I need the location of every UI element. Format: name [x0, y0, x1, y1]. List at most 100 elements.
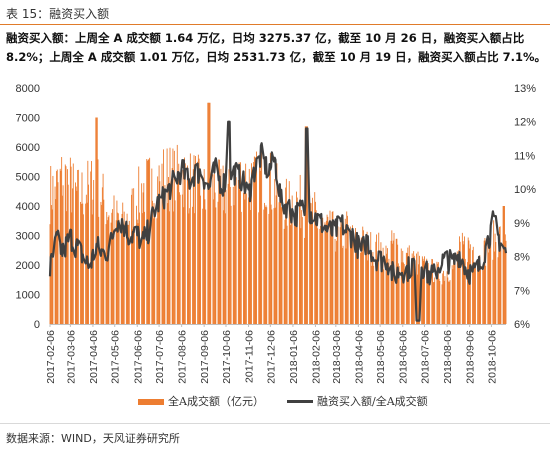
bar-131 — [182, 170, 184, 324]
bar-383 — [438, 278, 440, 324]
bar-171 — [223, 210, 225, 324]
bar-420 — [477, 260, 479, 324]
bar-216 — [269, 174, 271, 324]
bar-306 — [360, 237, 362, 324]
bar-444 — [500, 246, 502, 324]
bar-167 — [219, 159, 220, 324]
bar-57 — [107, 220, 108, 324]
bar-1 — [50, 165, 52, 324]
bar-67 — [117, 212, 119, 324]
bar-173 — [224, 213, 226, 324]
bar-218 — [270, 204, 272, 324]
legend-label-line: 融资买入额/全A成交额 — [317, 395, 428, 408]
bar-238 — [291, 219, 292, 324]
bar-269 — [322, 217, 324, 324]
bar-264 — [317, 228, 319, 324]
bar-276 — [330, 234, 332, 324]
bar-406 — [462, 241, 464, 324]
bar-103 — [153, 203, 155, 324]
y-left-tick-0: 0 — [34, 319, 40, 331]
bar-64 — [113, 195, 115, 324]
bar-445 — [502, 206, 504, 324]
bar-319 — [373, 265, 375, 324]
bar-300 — [355, 228, 356, 324]
bar-184 — [235, 177, 237, 324]
bar-221 — [274, 179, 276, 324]
bar-174 — [225, 189, 227, 324]
bar-325 — [380, 242, 382, 324]
bar-116 — [167, 203, 169, 324]
bar-244 — [296, 197, 298, 324]
bar-40 — [90, 171, 92, 324]
bar-158 — [209, 102, 211, 324]
x-tick-1: 2017-03-06 — [65, 330, 77, 384]
bar-371 — [427, 276, 428, 324]
bar-245 — [299, 203, 300, 324]
y-left-tick-3: 3000 — [16, 231, 40, 243]
bar-83 — [133, 188, 135, 324]
bar-75 — [125, 231, 127, 324]
bar-260 — [314, 192, 316, 324]
bar-71 — [121, 213, 123, 324]
bar-261 — [315, 201, 316, 324]
bar-104 — [154, 214, 156, 324]
bar-422 — [478, 268, 480, 324]
bar-108 — [158, 165, 160, 324]
bar-125 — [176, 144, 178, 324]
x-tick-11: 2018-01-06 — [288, 330, 300, 384]
y-right-tick-6: 12% — [514, 117, 536, 129]
bar-288 — [341, 247, 343, 324]
bar-434 — [490, 231, 492, 324]
bar-76 — [126, 213, 128, 324]
bar-183 — [235, 180, 236, 324]
bar-91 — [141, 213, 143, 324]
bar-172 — [224, 181, 225, 324]
x-tick-16: 2018-06-06 — [398, 330, 410, 384]
bar-399 — [454, 262, 456, 324]
bar-352 — [407, 247, 409, 324]
bar-211 — [264, 202, 265, 324]
bar-248 — [301, 210, 303, 324]
bar-418 — [474, 265, 476, 324]
bar-321 — [376, 234, 377, 324]
bar-100 — [151, 168, 153, 324]
bar-136 — [187, 181, 189, 324]
bar-358 — [413, 251, 415, 324]
bar-285 — [339, 227, 341, 324]
bar-195 — [248, 197, 249, 324]
bar-266 — [320, 225, 321, 324]
bar-95 — [146, 159, 148, 324]
bar-268 — [321, 224, 323, 324]
bar-93 — [143, 183, 145, 324]
bar-449 — [505, 240, 507, 324]
bar-440 — [497, 257, 499, 324]
bar-55 — [105, 224, 107, 324]
bar-219 — [271, 209, 273, 324]
bar-395 — [451, 265, 453, 324]
x-tick-15: 2018-05-06 — [375, 330, 387, 384]
bar-54 — [103, 199, 105, 324]
bar-231 — [284, 219, 286, 324]
bar-366 — [421, 256, 423, 324]
bar-312 — [366, 231, 368, 324]
bar-441 — [498, 251, 500, 324]
bar-161 — [213, 199, 215, 324]
bar-111 — [162, 194, 164, 324]
bar-222 — [275, 207, 276, 324]
bar-409 — [464, 258, 466, 324]
bar-390 — [446, 271, 448, 324]
bar-118 — [168, 211, 170, 324]
bar-391 — [447, 277, 449, 324]
bar-235 — [288, 181, 290, 324]
bar-63 — [112, 229, 114, 324]
bar-374 — [429, 279, 431, 324]
bar-330 — [385, 245, 387, 324]
bar-252 — [305, 126, 307, 324]
bar-142 — [193, 155, 195, 324]
bar-66 — [116, 200, 118, 324]
bar-163 — [214, 192, 216, 324]
bar-13 — [61, 195, 63, 324]
x-tick-18: 2018-08-06 — [442, 330, 454, 384]
bar-294 — [347, 224, 349, 324]
bar-280 — [334, 238, 336, 324]
